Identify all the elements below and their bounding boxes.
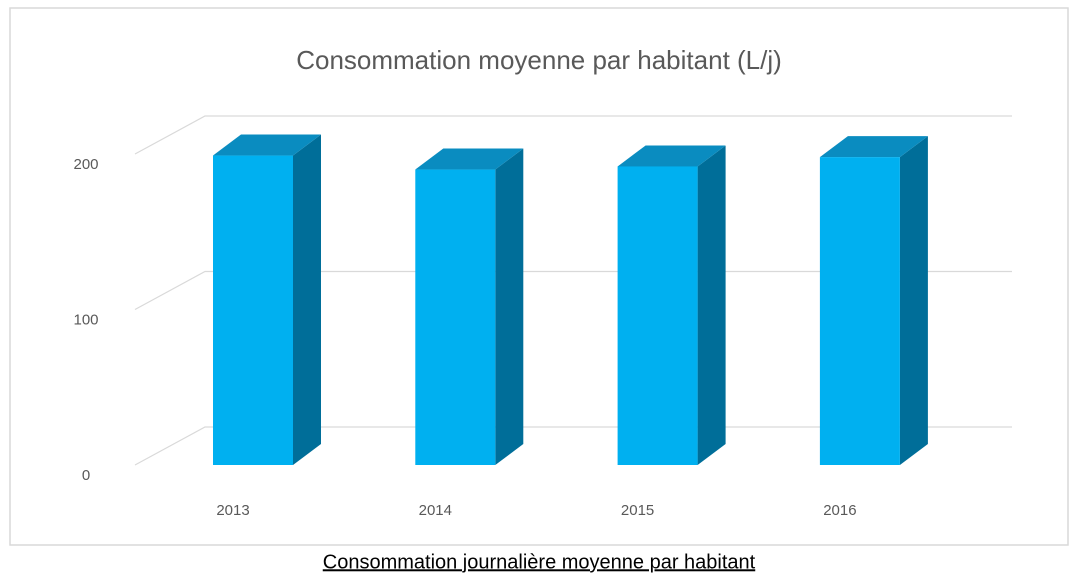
grid-line: [134, 115, 1012, 155]
x-tick-label: 2014: [419, 502, 452, 519]
y-tick-label: 100: [73, 311, 98, 328]
bar-side: [697, 145, 726, 465]
bar-side: [495, 148, 524, 466]
bar: [213, 155, 293, 465]
x-tick-label: 2013: [216, 502, 249, 519]
bar-side: [293, 134, 321, 465]
grid-line: [134, 426, 1012, 466]
x-tick-label: 2016: [823, 502, 856, 519]
bar: [617, 166, 698, 465]
y-tick-label: 200: [73, 156, 98, 173]
bar-top: [617, 145, 726, 167]
bar-top: [819, 136, 928, 158]
caption: Consommation journalière moyenne par hab…: [323, 551, 756, 573]
grid-line: [134, 270, 1012, 311]
bar-side: [899, 136, 928, 466]
bar: [819, 157, 900, 466]
bar: [415, 169, 496, 466]
bar-top: [415, 148, 524, 170]
bar-top: [213, 134, 321, 156]
y-tick-label: 0: [82, 467, 90, 484]
x-tick-label: 2015: [621, 502, 654, 519]
chart-title: Consommation moyenne par habitant (L/j): [296, 45, 782, 75]
